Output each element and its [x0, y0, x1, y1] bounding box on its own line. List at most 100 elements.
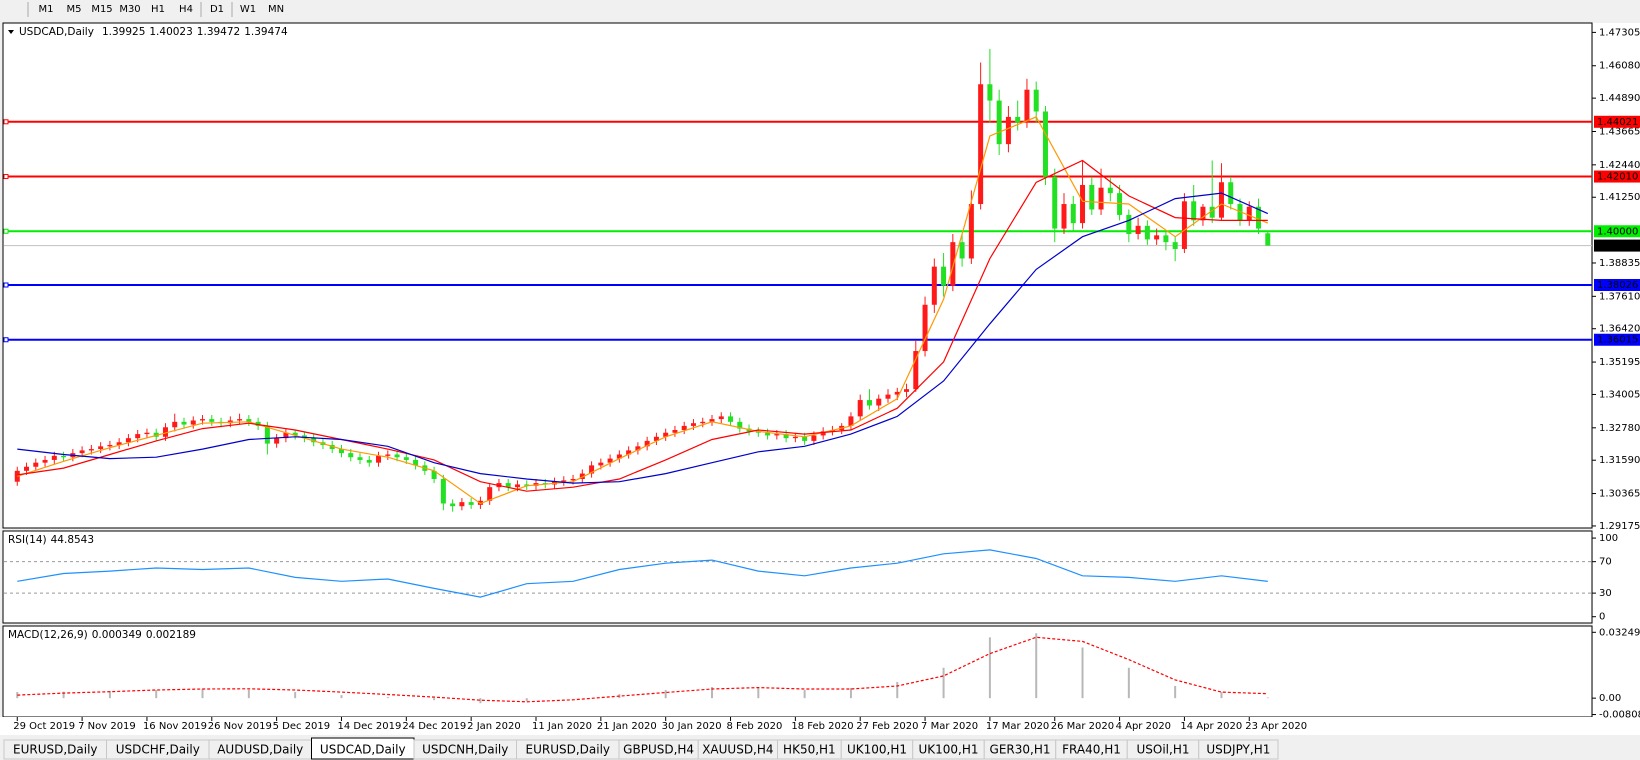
candle-body [413, 459, 419, 466]
tab[interactable] [1198, 739, 1279, 760]
timeframe-button[interactable]: H1 [151, 4, 165, 15]
y-tick-label: 1.43665 [1599, 126, 1640, 137]
candle-body [459, 502, 465, 507]
candle-body [607, 458, 613, 463]
indicator-line [17, 636, 1268, 703]
timeframe-button[interactable]: H4 [179, 4, 193, 15]
macd-title: MACD(12,26,9) [8, 629, 88, 641]
candle-body [1052, 176, 1058, 229]
high: 1.40023 [149, 26, 192, 38]
candle-body [292, 432, 298, 436]
candle-body [1070, 204, 1076, 224]
tab-label[interactable]: EURUSD,Daily [13, 743, 98, 757]
candle-body [635, 446, 641, 451]
x-tick-label: 7 Nov 2019 [78, 721, 136, 732]
y-tick-label: 0 [1599, 612, 1605, 623]
tab-label[interactable]: GBPUSD,H4 [623, 743, 694, 757]
tab-label[interactable]: UK100,H1 [918, 743, 978, 757]
candle-body [431, 470, 437, 479]
panel-menu-arrow[interactable] [8, 30, 14, 34]
level-handle[interactable] [3, 174, 9, 180]
tab-label[interactable]: AUDUSD,Daily [217, 743, 303, 757]
timeframe-button[interactable]: M30 [119, 4, 140, 15]
candle-body [283, 432, 289, 439]
tab-label[interactable]: USOil,H1 [1137, 743, 1190, 757]
tab-label[interactable]: XAUUSD,H4 [702, 743, 773, 757]
x-tick-label: 24 Dec 2019 [402, 721, 466, 732]
candle-body [700, 421, 706, 424]
level-label: 1.36015 [1597, 335, 1638, 346]
x-tick-label: 4 Apr 2020 [1116, 721, 1171, 732]
y-tick-label: -0.008086 [1599, 710, 1640, 721]
candle-body [1181, 201, 1187, 249]
candle-body [440, 478, 446, 504]
y-tick-label: 1.38835 [1599, 258, 1640, 269]
candle-body [755, 431, 761, 433]
candle-body [1228, 182, 1234, 205]
candle-body [366, 459, 372, 463]
timeframe-button[interactable]: M1 [39, 4, 54, 15]
candle-body [996, 100, 1002, 145]
tab-label[interactable]: USDJPY,H1 [1206, 743, 1270, 757]
candle-body [1033, 89, 1039, 112]
candle-body [987, 84, 993, 101]
candle-body [1061, 204, 1067, 229]
level-tag [1594, 279, 1640, 292]
candle-body [125, 438, 131, 443]
candle-body [33, 462, 39, 467]
timeframe-button[interactable]: W1 [240, 4, 256, 15]
candle-body [42, 459, 48, 463]
candle-body [1163, 235, 1169, 243]
candle-body [14, 470, 20, 482]
tab-label[interactable]: USDCNH,Daily [422, 743, 508, 757]
x-tick-label: 8 Feb 2020 [727, 721, 783, 732]
x-tick-label: 27 Feb 2020 [856, 721, 918, 732]
tab-label[interactable]: USDCAD,Daily [320, 743, 406, 757]
tab-label[interactable]: GER30,H1 [990, 743, 1051, 757]
tab-label[interactable]: EURUSD,Daily [525, 743, 610, 757]
open: 1.39925 [102, 26, 145, 38]
level-handle[interactable] [3, 282, 9, 288]
candle-body [450, 503, 456, 507]
moving-average [17, 159, 1268, 492]
price-axis [1593, 23, 1640, 717]
y-tick-label: 1.35195 [1599, 357, 1640, 368]
timeframe-button[interactable]: D1 [210, 4, 224, 15]
indicator-line [17, 549, 1268, 598]
candle-body [876, 398, 882, 406]
candle-body [514, 484, 520, 488]
candle-body [644, 440, 650, 447]
candle-body [690, 423, 696, 426]
candle-body [1042, 111, 1048, 177]
candle-body [1154, 235, 1160, 240]
candle-body [61, 455, 67, 458]
candle-body [237, 419, 243, 421]
level-handle[interactable] [3, 228, 9, 234]
timeframe-button[interactable]: M5 [67, 4, 82, 15]
candle-body [579, 473, 585, 479]
candle-body [728, 416, 734, 422]
tab-label[interactable]: USDCHF,Daily [116, 743, 200, 757]
candle-body [1218, 182, 1224, 218]
tab-label[interactable]: HK50,H1 [783, 743, 836, 757]
y-tick-label: 1.47305 [1599, 27, 1640, 38]
candle-body [931, 266, 937, 305]
candle-body [653, 436, 659, 441]
level-handle[interactable] [3, 119, 9, 125]
candle-body [1265, 233, 1271, 246]
candle-body [274, 438, 280, 444]
tab-label[interactable]: FRA40,H1 [1062, 743, 1121, 757]
symbol: USDCAD,Daily [19, 26, 94, 38]
y-tick-label: 30 [1599, 588, 1612, 599]
candle-body [922, 304, 928, 352]
candle-body [968, 204, 974, 259]
timeframe-button[interactable]: MN [268, 4, 284, 15]
y-tick-label: 1.36420 [1599, 324, 1640, 335]
candle-body [866, 400, 872, 406]
tab-label[interactable]: UK100,H1 [847, 743, 907, 757]
level-handle[interactable] [3, 337, 9, 343]
level-label: 1.42010 [1597, 172, 1638, 183]
candle-body [848, 416, 854, 426]
timeframe-button[interactable]: M15 [91, 4, 112, 15]
